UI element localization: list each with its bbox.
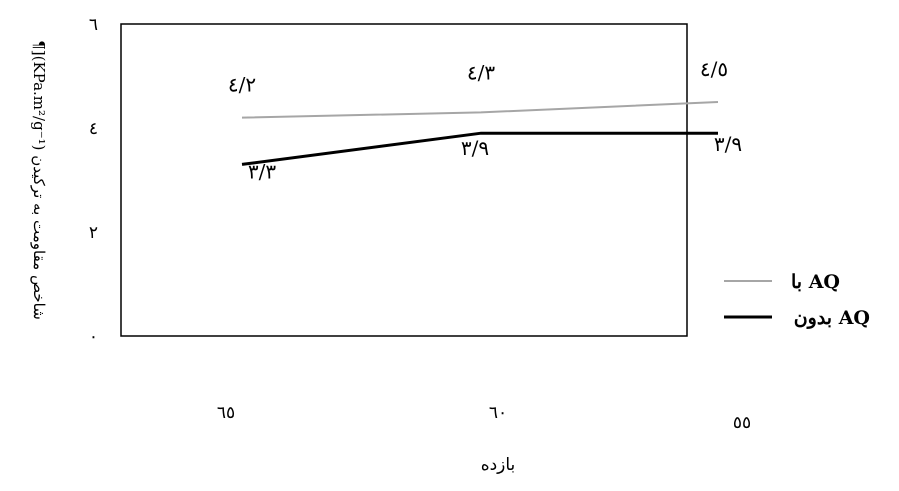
legend-label-without-aq: بدون AQ (794, 307, 870, 329)
series-line-without-aq (241, 131, 718, 166)
plot-area (120, 23, 688, 337)
y-tick-label: ٤ (89, 119, 98, 139)
data-label: ٤/٢ (228, 73, 256, 97)
x-tick-label: ٦٥ (217, 403, 235, 423)
data-label: ٣/٣ (248, 159, 276, 183)
data-label: ٤/٥ (700, 57, 728, 81)
y-tick-label: ٦ (89, 15, 98, 35)
y-tick-label: ٠ (89, 327, 98, 347)
y-tick-label: ٢ (89, 223, 98, 243)
data-label: ٣/٩ (461, 136, 489, 160)
legend: با AQ بدون AQ (724, 271, 870, 329)
legend-label-with-aq: با AQ (791, 271, 840, 293)
x-tick-label: ٦٠ (489, 403, 507, 423)
x-tick-label: ٥٥ (733, 413, 751, 433)
y-axis-label: ¶](KPa.m²/g⁻¹) شاخص مقاومت به ترکیدن (30, 40, 48, 320)
series-line-with-aq (241, 101, 719, 119)
data-label: ٤/٣ (467, 60, 495, 84)
data-label: ٣/٩ (714, 132, 742, 156)
x-axis-label: بازده (481, 455, 516, 475)
